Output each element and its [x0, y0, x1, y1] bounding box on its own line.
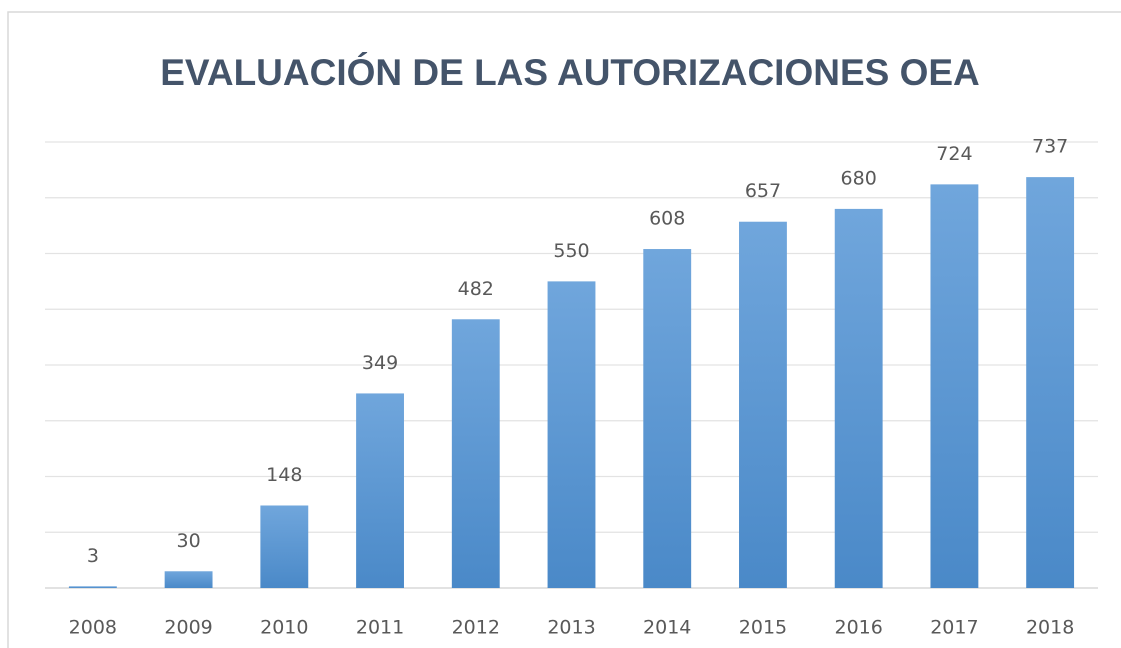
bar: [739, 221, 787, 588]
x-tick-label: 2012: [452, 617, 500, 639]
bar: [547, 281, 596, 588]
x-tick-label: 2011: [356, 617, 404, 639]
data-label: 657: [745, 180, 781, 202]
bar: [643, 249, 692, 589]
x-tick-label: 2013: [547, 617, 595, 639]
x-tick-label: 2008: [69, 617, 117, 639]
x-tick-label: 2009: [164, 617, 212, 639]
x-tick-label: 2018: [1026, 617, 1074, 639]
data-label: 349: [362, 352, 398, 374]
data-label: 550: [553, 240, 589, 262]
bar: [1026, 177, 1075, 588]
data-label: 482: [458, 278, 494, 300]
data-label: 680: [841, 167, 877, 189]
data-label: 148: [266, 464, 302, 486]
bar: [68, 586, 117, 588]
chart-border: [7, 11, 1121, 648]
bar: [451, 319, 500, 588]
data-label: 724: [936, 143, 972, 165]
bar: [260, 505, 309, 588]
x-tick-label: 2015: [739, 617, 787, 639]
bar: [164, 571, 213, 588]
data-label: 608: [649, 208, 685, 230]
data-label: 3: [87, 545, 99, 567]
x-tick-label: 2017: [930, 617, 978, 639]
data-label: 737: [1032, 136, 1068, 158]
chart-title: EVALUACIÓN DE LAS AUTORIZACIONES OEA: [160, 51, 980, 93]
x-tick-label: 2014: [643, 617, 691, 639]
bar: [356, 393, 404, 588]
bar: [834, 208, 883, 588]
x-tick-label: 2010: [260, 617, 308, 639]
x-tick-label: 2016: [835, 617, 883, 639]
bar: [930, 184, 979, 588]
data-label: 30: [176, 530, 200, 552]
